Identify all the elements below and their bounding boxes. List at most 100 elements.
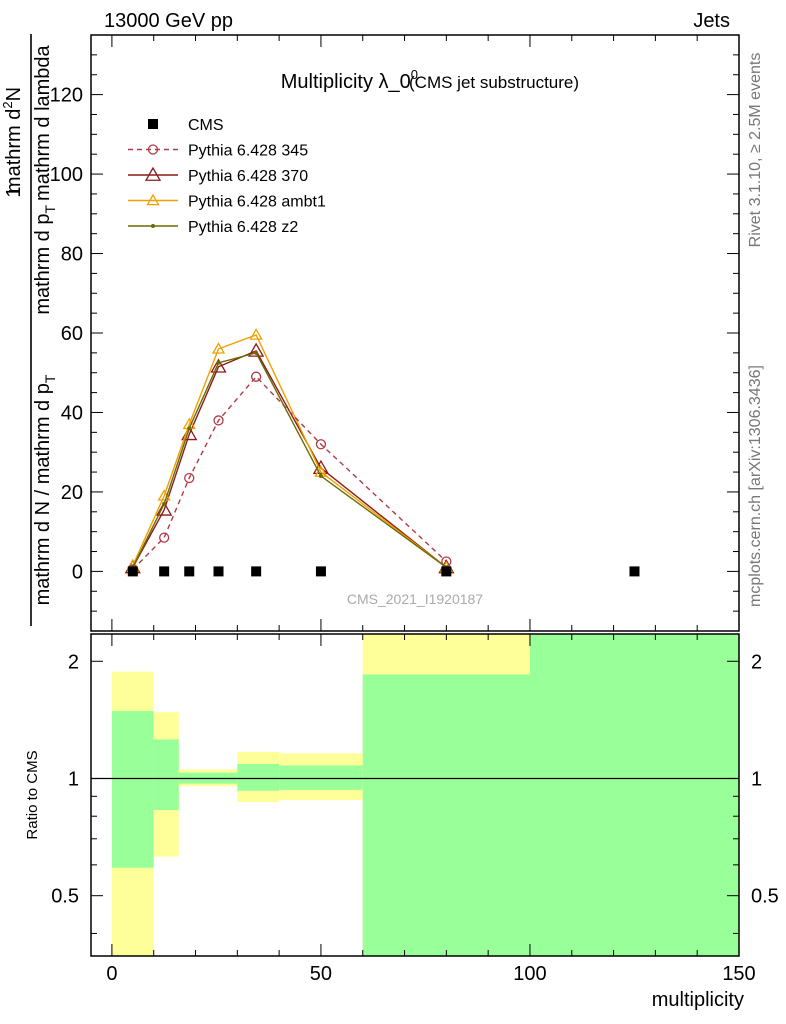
data-point: [146, 193, 160, 206]
legend-label: Pythia 6.428 370: [188, 168, 308, 185]
ratio-band-green: [153, 739, 179, 810]
ratio-band-green: [111, 711, 154, 868]
data-point: [151, 224, 155, 228]
main-title-sup: 0: [411, 67, 418, 82]
ratio-bands: [111, 634, 739, 956]
main-plot-panel: Multiplicity λ_00 (CMS jet substructure)…: [50, 34, 740, 632]
series-pythia-6-428-z2: [130, 350, 449, 570]
series-cms: [127, 566, 640, 577]
y-label-num-2-main: mathrm d: [3, 109, 25, 193]
y-tick-label: 100: [50, 164, 83, 186]
ratio-y-tick-label: 0.5: [51, 886, 79, 908]
main-axis-ticks: 0 20 40 60 80 100 120: [50, 35, 740, 631]
data-point: [144, 166, 162, 181]
mcplots-info-label: mcplots.cern.ch [arXiv:1306.3436]: [747, 365, 764, 607]
ratio-axis-ticks: 0.5 0.5 1 1 2 2 0 50 100 150: [51, 634, 779, 985]
data-point: [315, 566, 326, 577]
main-series-group: [124, 328, 640, 577]
main-y-axis-label: 1 mathrm d N / mathrm d pT mathrm d2N: [0, 34, 58, 626]
y-tick-label: 60: [61, 323, 83, 345]
ratio-y-tick-label-right: 2: [751, 651, 762, 673]
series-pythia-6-428-370: [124, 342, 455, 574]
data-point: [251, 566, 262, 577]
ratio-plot-frame: [90, 633, 740, 957]
legend-entry: Pythia 6.428 370: [128, 166, 308, 185]
ratio-band-green: [237, 763, 280, 791]
legend-label: CMS: [188, 117, 224, 134]
data-point: [159, 566, 170, 577]
series-line: [132, 375, 447, 570]
data-point: [250, 371, 262, 382]
data-point: [248, 342, 265, 357]
x-tick-label: 0: [106, 963, 117, 985]
data-point: [210, 358, 227, 373]
header-energy-label: 13000 GeV pp: [104, 10, 233, 32]
data-point: [213, 415, 224, 426]
x-tick-label: 100: [513, 963, 546, 985]
data-point: [213, 566, 224, 577]
legend-entry: Pythia 6.428 z2: [128, 219, 298, 236]
series-line: [132, 352, 447, 568]
data-point: [148, 119, 158, 129]
x-tick-label: 50: [310, 963, 332, 985]
ratio-y-tick-label: 2: [68, 651, 79, 673]
data-point: [216, 360, 221, 365]
y-label-den-2a-sub: T: [42, 205, 58, 214]
main-title: Multiplicity λ_00: [281, 67, 418, 93]
x-axis-label: multiplicity: [652, 989, 744, 1011]
y-tick-label: 80: [61, 244, 83, 266]
ratio-band-green: [362, 674, 530, 956]
legend-label: Pythia 6.428 ambt1: [188, 194, 326, 211]
data-point: [315, 439, 327, 450]
y-tick-label: 0: [72, 561, 83, 583]
legend-label: Pythia 6.428 z2: [188, 219, 298, 236]
y-label-den-1-sub: T: [42, 374, 58, 383]
y-label-num-2: mathrm d2N: [0, 87, 25, 193]
ratio-y-tick-label-right: 0.5: [751, 886, 779, 908]
analysis-tag: CMS_2021_I1920187: [347, 591, 483, 607]
ratio-y-axis-label: Ratio to CMS: [24, 750, 41, 839]
data-point: [156, 501, 173, 516]
y-label-den-1: mathrm d N / mathrm d pT: [32, 374, 58, 605]
data-point: [254, 350, 259, 355]
y-tick-label: 20: [61, 482, 83, 504]
legend-entry: Pythia 6.428 ambt1: [128, 194, 326, 211]
data-point: [318, 474, 323, 479]
ratio-y-tick-label-right: 1: [751, 768, 762, 790]
main-subtitle: (CMS jet substructure): [409, 73, 579, 92]
header-process-label: Jets: [693, 10, 730, 32]
legend-label: Pythia 6.428 345: [188, 143, 308, 160]
data-point: [162, 501, 167, 506]
y-tick-label: 120: [50, 85, 83, 107]
y-label-den-2b: mathrm d lambda: [32, 44, 54, 200]
y-label-den-2: mathrm d pTmathrm d lambda: [32, 44, 58, 314]
data-point: [249, 328, 263, 340]
data-point: [187, 426, 192, 431]
data-point: [211, 342, 226, 354]
data-point: [127, 566, 138, 577]
ratio-y-tick-label: 1: [68, 768, 79, 790]
ratio-band-green: [279, 765, 363, 790]
data-point: [312, 459, 330, 474]
ratio-plot-panel: 0.5 0.5 1 1 2 2 0 50 100 150 Ratio to CMS multipl…: [24, 633, 779, 1011]
data-point: [441, 566, 452, 577]
data-point: [147, 144, 159, 155]
data-point: [184, 566, 195, 577]
y-tick-label: 40: [61, 402, 83, 424]
y-label-den-1-main: mathrm d N / mathrm d p: [32, 383, 54, 605]
y-label-num-1: 1: [3, 186, 25, 197]
data-point: [629, 566, 640, 577]
legend-entry: CMS: [148, 117, 224, 134]
y-label-num-2-rest: N: [3, 87, 25, 101]
main-y-axis-label-2: mathrm d pTmathrm d lambda: [32, 44, 58, 314]
main-title-main: Multiplicity λ_0: [281, 71, 411, 93]
y-label-num-2-sup: 2: [0, 101, 15, 108]
y-label-den-2a: mathrm d p: [32, 214, 54, 315]
series-line: [132, 349, 447, 568]
legend-entry: Pythia 6.428 345: [128, 143, 308, 160]
data-point: [159, 532, 170, 543]
legend: CMS Pythia 6.428 345 Pythia 6.428 370 Pythi…: [128, 117, 326, 236]
ratio-band-green: [529, 634, 739, 956]
x-tick-label: 150: [722, 963, 755, 985]
